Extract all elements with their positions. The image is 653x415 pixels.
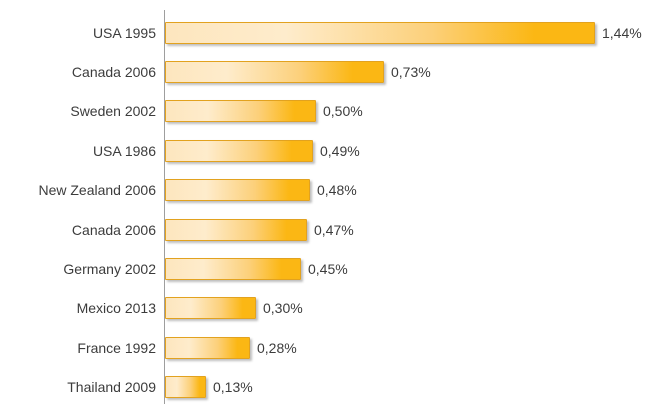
category-label: France 1992: [77, 339, 156, 356]
bar: [165, 100, 316, 123]
bar-track: 0,50%: [165, 92, 653, 131]
category-label: Sweden 2002: [70, 103, 156, 120]
bar-track: 0,47%: [165, 210, 653, 249]
chart-rows: USA 1995 1,44% Canada 2006 0,73% Sweden 2002…: [0, 13, 653, 407]
value-label: 0,73%: [391, 64, 431, 81]
bar-track: 0,45%: [165, 249, 653, 288]
bar: [165, 297, 256, 320]
category-label: Canada 2006: [71, 64, 156, 81]
bar: [165, 258, 301, 281]
bar: [165, 376, 206, 399]
y-axis-line: [164, 10, 165, 404]
value-label: 0,30%: [263, 300, 303, 317]
category-label: Canada 2006: [71, 221, 156, 238]
bar-row: New Zealand 2006 0,48%: [0, 171, 653, 210]
value-label: 1,44%: [602, 24, 642, 41]
category-label: USA 1995: [92, 24, 156, 41]
bar: [165, 21, 595, 44]
bar: [165, 218, 307, 241]
bar-row: USA 1986 0,49%: [0, 131, 653, 170]
bar-row: Sweden 2002 0,50%: [0, 92, 653, 131]
value-label: 0,45%: [308, 261, 348, 278]
bar-track: 1,44%: [165, 13, 653, 52]
value-label: 0,47%: [314, 221, 354, 238]
bar-track: 0,13%: [165, 368, 653, 407]
bar: [165, 61, 384, 84]
bar-track: 0,49%: [165, 131, 653, 170]
bar-track: 0,73%: [165, 52, 653, 91]
value-label: 0,48%: [317, 182, 357, 199]
bar-row: Canada 2006 0,73%: [0, 52, 653, 91]
value-label: 0,28%: [257, 339, 297, 356]
bar-row: Thailand 2009 0,13%: [0, 368, 653, 407]
category-label: New Zealand 2006: [38, 182, 156, 199]
bar-row: Germany 2002 0,45%: [0, 249, 653, 288]
bar-track: 0,30%: [165, 289, 653, 328]
value-label: 0,50%: [323, 103, 363, 120]
bar-row: USA 1995 1,44%: [0, 13, 653, 52]
bar-track: 0,48%: [165, 171, 653, 210]
category-label: Germany 2002: [63, 261, 156, 278]
bar-row: Mexico 2013 0,30%: [0, 289, 653, 328]
bar-row: Canada 2006 0,47%: [0, 210, 653, 249]
bar-row: France 1992 0,28%: [0, 328, 653, 367]
category-label: USA 1986: [92, 142, 156, 159]
value-label: 0,49%: [320, 142, 360, 159]
value-label: 0,13%: [213, 379, 253, 396]
category-label: Thailand 2009: [67, 379, 156, 396]
bar: [165, 336, 250, 359]
bar: [165, 179, 310, 202]
category-label: Mexico 2013: [76, 300, 156, 317]
bar: [165, 139, 313, 162]
bar-track: 0,28%: [165, 328, 653, 367]
